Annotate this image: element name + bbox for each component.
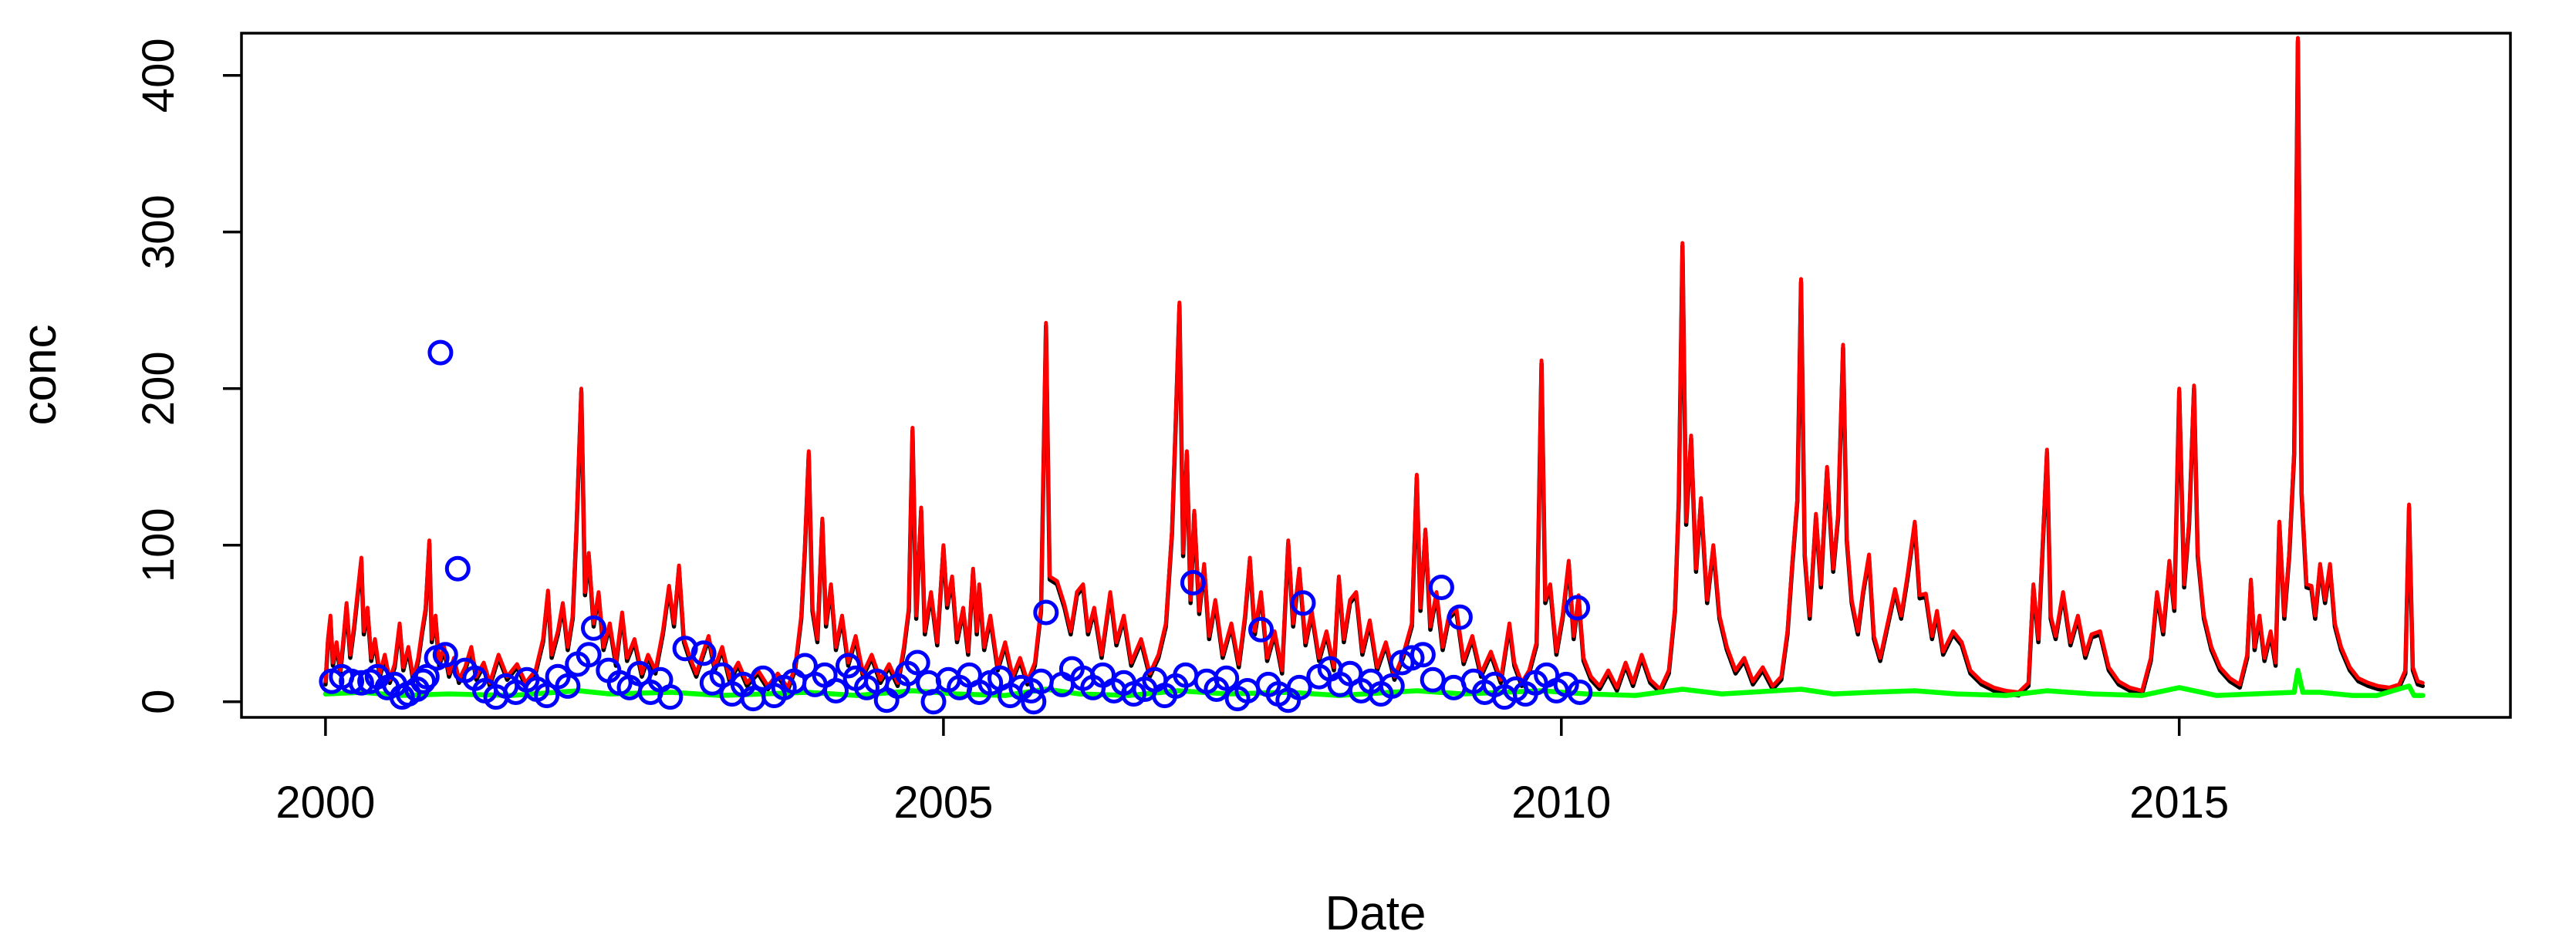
y-axis-tick-label: 0 (133, 690, 184, 714)
red-series-line (323, 35, 2425, 694)
blue-data-point (823, 678, 849, 703)
x-axis-tick-label: 2010 (1511, 778, 1611, 828)
blue-data-point (1567, 680, 1593, 705)
x-axis-tick-label: 2015 (2129, 778, 2229, 828)
blue-data-point (836, 653, 861, 679)
black-series-line (323, 39, 2426, 698)
x-axis-tick-label: 2005 (893, 778, 993, 828)
blue-data-point (444, 555, 471, 582)
blue-data-point (427, 339, 454, 366)
blue-data-point (1420, 666, 1446, 693)
blue-data-point (576, 642, 602, 668)
axes-layer: 2000 2005 2010 2015 0 100 200 300 400 (133, 38, 2229, 828)
blue-data-point (1286, 674, 1312, 700)
series-layer (319, 35, 2426, 715)
y-axis-tick-label: 400 (133, 38, 184, 113)
blue-data-point (920, 689, 947, 715)
blue-data-point (792, 653, 818, 679)
y-axis-tick-label: 200 (133, 351, 184, 426)
blue-data-point (657, 684, 684, 710)
y-axis-title: conc (13, 325, 66, 426)
blue-data-point (555, 673, 581, 699)
blue-data-point (410, 668, 436, 694)
blue-data-point (581, 615, 606, 641)
blue-data-point (432, 642, 458, 668)
blue-data-point (1428, 575, 1454, 600)
blue-data-point (339, 668, 365, 694)
blue-data-point (1447, 604, 1473, 630)
y-axis-tick-label: 100 (133, 508, 184, 582)
blue-data-point (1410, 642, 1436, 668)
blue-data-point (1248, 616, 1274, 643)
blue-data-point (1399, 645, 1425, 671)
blue-data-point (904, 649, 930, 676)
y-axis-tick-label: 300 (133, 194, 184, 269)
blue-points-group (319, 339, 1593, 715)
blue-data-point (1033, 599, 1059, 626)
blue-data-point (1121, 681, 1146, 707)
x-axis-title: Date (1325, 887, 1426, 940)
plot-box (240, 32, 2512, 719)
blue-data-point (1290, 590, 1316, 616)
blue-data-point (534, 683, 560, 709)
blue-data-point (1214, 665, 1240, 691)
blue-data-point (1379, 673, 1405, 699)
blue-data-point (750, 665, 776, 691)
x-axis-tick-label: 2000 (275, 778, 375, 828)
blue-data-point (1180, 569, 1206, 595)
blue-data-point (690, 640, 717, 666)
blue-data-point (1337, 660, 1363, 687)
blue-data-point (1553, 671, 1579, 697)
blue-data-point (1565, 595, 1591, 621)
